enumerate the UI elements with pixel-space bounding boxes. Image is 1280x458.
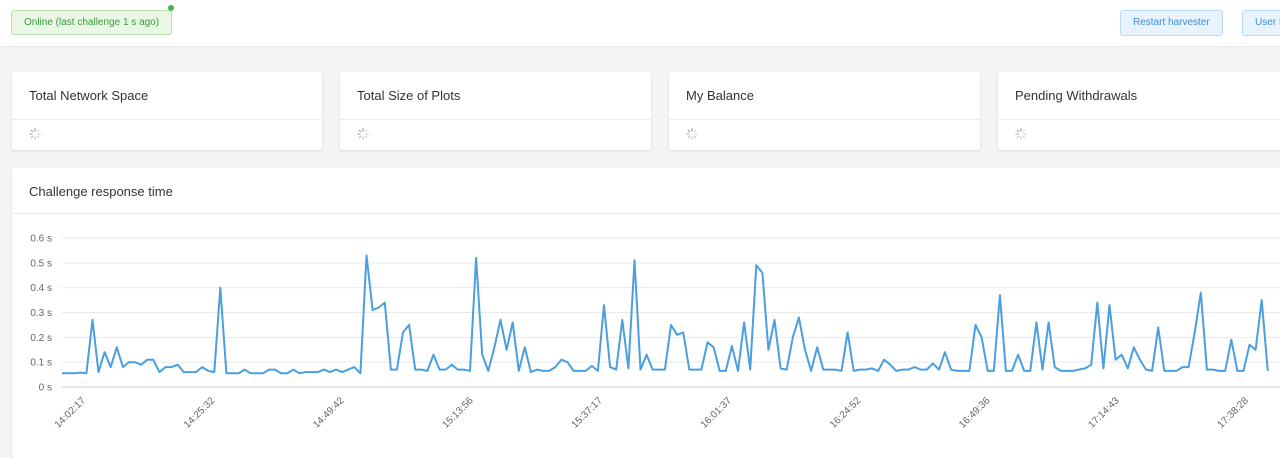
- restart-harvester-button[interactable]: Restart harvester: [1120, 10, 1223, 36]
- card-divider: [998, 119, 1280, 120]
- card-total-network-space: Total Network Space: [12, 72, 322, 150]
- y-tick-label: 0.5 s: [30, 258, 52, 269]
- loading-spinner-icon: [686, 128, 698, 140]
- y-tick-label: 0.4 s: [30, 283, 52, 294]
- card-title: My Balance: [686, 88, 754, 103]
- x-tick-label: 15:37:17: [570, 395, 606, 431]
- x-tick-label: 14:02:17: [53, 395, 89, 431]
- y-tick-label: 0.1 s: [30, 358, 52, 369]
- x-tick-label: 16:01:37: [699, 395, 735, 431]
- x-tick-label: 17:14:43: [1086, 395, 1122, 431]
- card-divider: [12, 213, 1280, 214]
- user-button[interactable]: User I: [1242, 10, 1280, 36]
- top-bar: Online (last challenge 1 s ago) Restart …: [0, 0, 1280, 47]
- card-divider: [340, 119, 651, 120]
- x-tick-label: 14:25:32: [182, 395, 218, 431]
- status-badge: Online (last challenge 1 s ago): [11, 10, 173, 35]
- challenge-response-chart-card: Challenge response time 0 s 0.1 s 0.2 s 0.3…: [12, 168, 1280, 458]
- x-tick-label: 15:13:56: [440, 395, 476, 431]
- card-pending-withdrawals: Pending Withdrawals: [998, 72, 1280, 150]
- loading-spinner-icon: [29, 128, 41, 140]
- loading-spinner-icon: [357, 128, 369, 140]
- card-title: Pending Withdrawals: [1015, 88, 1138, 103]
- chart-title: Challenge response time: [29, 184, 173, 199]
- loading-spinner-icon: [1015, 128, 1027, 140]
- y-tick-label: 0.2 s: [30, 333, 52, 344]
- y-tick-label: 0.3 s: [30, 308, 52, 319]
- x-tick-label: 14:49:42: [311, 395, 347, 431]
- x-tick-label: 16:24:52: [828, 395, 864, 431]
- y-tick-label: 0.6 s: [30, 234, 52, 245]
- card-title: Total Network Space: [29, 88, 149, 103]
- series-line: [62, 254, 1269, 375]
- response-time-line-chart: 0 s 0.1 s 0.2 s 0.3 s 0.4 s 0.5 s 0.6 s 14:02:1…: [30, 234, 1280, 431]
- online-indicator-dot: [168, 5, 174, 11]
- card-divider: [669, 119, 980, 120]
- card-my-balance: My Balance: [669, 72, 980, 150]
- x-tick-label: 16:49:36: [957, 395, 993, 431]
- card-total-size-of-plots: Total Size of Plots: [340, 72, 651, 150]
- x-tick-label: 17:38:28: [1216, 395, 1252, 431]
- card-title: Total Size of Plots: [357, 88, 461, 103]
- y-tick-label: 0 s: [39, 383, 52, 394]
- card-divider: [12, 119, 322, 120]
